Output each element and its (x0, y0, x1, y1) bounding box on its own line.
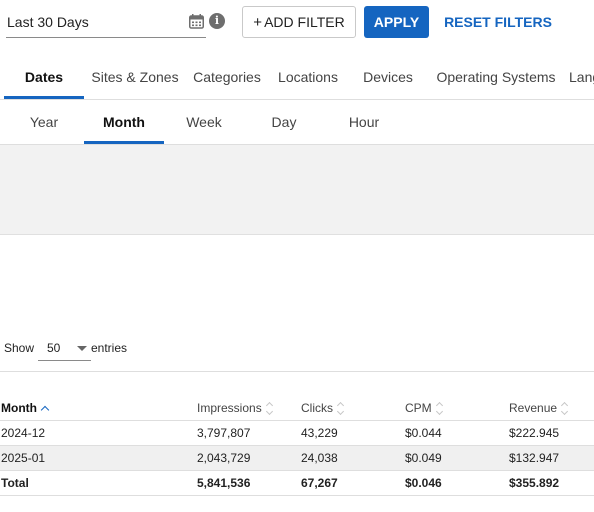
cpm-cell: $0.044 (405, 426, 442, 440)
plus-icon: + (253, 14, 263, 31)
chart-area (0, 145, 594, 235)
show-label: Show (4, 341, 35, 355)
column-header-clicks[interactable]: Clicks (301, 396, 345, 421)
sort-ascending-icon (40, 405, 50, 415)
sort-icon (436, 403, 444, 415)
tab-categories[interactable]: Categories (193, 69, 261, 85)
subtab-day[interactable]: Day (271, 114, 297, 130)
clicks-cell: 24,038 (301, 451, 338, 465)
total-revenue: $355.892 (509, 476, 560, 490)
entries-select[interactable]: 50 (38, 336, 91, 361)
add-filter-label: ADD FILTER (264, 14, 345, 30)
column-header-revenue[interactable]: Revenue (509, 396, 569, 421)
entries-label: entries (91, 341, 128, 355)
info-icon[interactable]: i (209, 13, 225, 29)
total-cpm: $0.046 (405, 476, 442, 490)
sort-icon (561, 403, 569, 415)
subtab-month[interactable]: Month (84, 101, 164, 144)
chevron-down-icon (77, 346, 87, 351)
column-header-month[interactable]: Month (1, 396, 50, 421)
total-impressions: 5,841,536 (197, 476, 251, 490)
table-header: Month Impressions Clicks CPM Revenue (0, 372, 594, 421)
sort-icon (337, 403, 345, 415)
impressions-cell: 3,797,807 (197, 426, 251, 440)
entries-value: 50 (47, 341, 61, 355)
impressions-cell: 2,043,729 (197, 451, 251, 465)
reset-filters-button[interactable]: RESET FILTERS (444, 14, 552, 30)
cpm-cell: $0.049 (405, 451, 442, 465)
apply-button[interactable]: APPLY (364, 6, 429, 38)
tab-sites-zones[interactable]: Sites & Zones (91, 69, 179, 85)
table-row: 2024-12 3,797,807 43,229 $0.044 $222.945 (0, 421, 594, 446)
add-filter-button[interactable]: + ADD FILTER (242, 6, 356, 38)
subtab-hour[interactable]: Hour (348, 114, 380, 130)
column-header-cpm[interactable]: CPM (405, 396, 444, 421)
calendar-icon[interactable] (189, 14, 204, 29)
tab-devices[interactable]: Devices (363, 69, 413, 85)
tab-languages[interactable]: Lang (569, 69, 594, 85)
clicks-cell: 43,229 (301, 426, 338, 440)
table-row: 2025-01 2,043,729 24,038 $0.049 $132.947 (0, 446, 594, 471)
total-clicks: 67,267 (301, 476, 338, 490)
tab-operating-systems[interactable]: Operating Systems (436, 69, 556, 85)
revenue-cell: $132.947 (509, 451, 560, 465)
period-tabs: Year Month Week Day Hour (0, 101, 594, 145)
column-header-impressions[interactable]: Impressions (197, 396, 274, 421)
total-label: Total (1, 476, 29, 490)
tab-dates[interactable]: Dates (4, 58, 84, 99)
report-tabs: Dates Sites & Zones Categories Locations… (0, 58, 594, 100)
revenue-cell: $222.945 (509, 426, 560, 440)
subtab-week[interactable]: Week (186, 114, 222, 130)
table-total-row: Total 5,841,536 67,267 $0.046 $355.892 (0, 471, 594, 496)
date-range-value: Last 30 Days (7, 14, 89, 30)
filter-bar: Last 30 Days i + ADD FILTER APPLY RESET F… (0, 0, 594, 50)
report-table: Month Impressions Clicks CPM Revenue 202… (0, 371, 594, 496)
sort-icon (266, 403, 274, 415)
month-cell: 2024-12 (1, 426, 46, 440)
date-range-input[interactable]: Last 30 Days (6, 6, 206, 38)
month-cell: 2025-01 (1, 451, 46, 465)
tab-locations[interactable]: Locations (278, 69, 338, 85)
subtab-year[interactable]: Year (29, 114, 59, 130)
